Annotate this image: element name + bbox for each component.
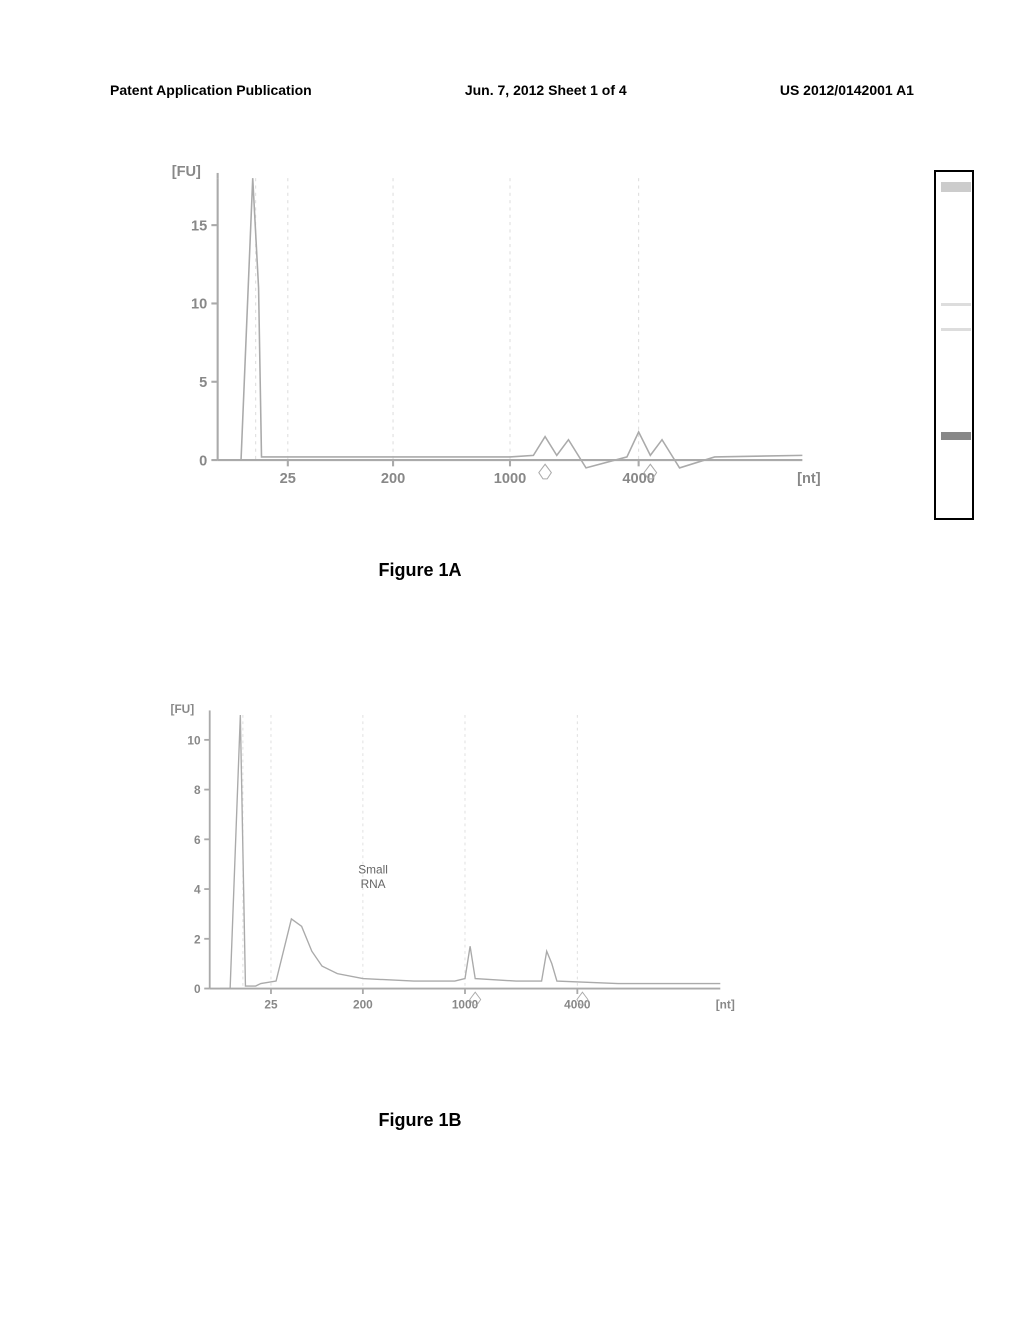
svg-text:8: 8 [194,783,201,797]
figure-1a-caption: Figure 1A [320,560,520,581]
svg-text:10: 10 [191,297,207,313]
header-right: US 2012/0142001 A1 [780,82,914,98]
svg-text:25: 25 [280,471,296,487]
svg-text:[nt]: [nt] [716,998,735,1012]
gel-band [941,328,971,331]
figure-1a-chart: 2520010004000051015[FU][nt] [155,160,865,520]
gel-band [941,432,971,440]
svg-text:200: 200 [353,998,373,1012]
figure-1b-caption: Figure 1B [320,1110,520,1131]
svg-text:[FU]: [FU] [171,702,195,716]
svg-text:1000: 1000 [494,471,527,487]
figure-1a-container: 2520010004000051015[FU][nt] [155,160,865,520]
svg-text:6: 6 [194,833,201,847]
svg-text:4: 4 [194,883,201,897]
svg-text:[FU]: [FU] [172,164,201,180]
svg-text:0: 0 [199,453,207,469]
svg-text:RNA: RNA [361,877,386,891]
svg-text:5: 5 [199,375,207,391]
svg-text:0: 0 [194,982,201,996]
svg-text:200: 200 [381,471,405,487]
svg-text:10: 10 [187,733,201,747]
gel-band [941,303,971,306]
figure-1b-container: 25200100040000246810[FU][nt]SmallRNA [155,680,775,1060]
svg-text:Small: Small [358,863,388,877]
page-header: Patent Application Publication Jun. 7, 2… [110,82,914,98]
svg-text:25: 25 [264,998,278,1012]
figure-1b-chart: 25200100040000246810[FU][nt]SmallRNA [155,680,775,1060]
gel-band [941,182,971,192]
svg-text:[nt]: [nt] [797,471,821,487]
header-left: Patent Application Publication [110,82,312,98]
svg-text:2: 2 [194,932,201,946]
svg-text:15: 15 [191,218,207,234]
header-center: Jun. 7, 2012 Sheet 1 of 4 [465,82,627,98]
gel-strip [934,170,974,520]
